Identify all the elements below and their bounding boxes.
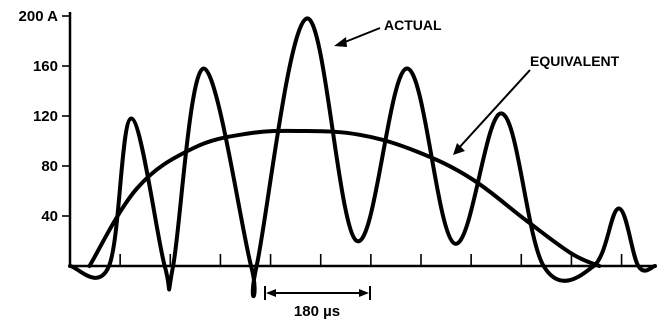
annotation-equivalent-label: EQUIVALENT	[530, 53, 620, 69]
y-tick-label: 200 A	[19, 8, 59, 25]
scale-bar-left-arrowhead	[266, 289, 276, 297]
y-tick-label: 40	[41, 208, 58, 225]
series-equivalent-line	[87, 128, 602, 268]
scale-bar: 180 µs	[264, 286, 371, 320]
annotation-equivalent-arrow	[456, 69, 531, 151]
scale-bar-right-arrowhead	[359, 289, 369, 297]
annotation-equivalent-arrowhead	[453, 143, 465, 155]
annotation-equivalent: EQUIVALENT	[453, 53, 620, 155]
axes	[68, 12, 655, 268]
series-actual-line	[68, 16, 657, 299]
x-ticks	[119, 254, 623, 266]
scale-bar-label: 180 µs	[294, 303, 340, 320]
y-tick-label: 80	[41, 158, 58, 175]
series-layer	[68, 16, 657, 299]
y-tick-label: 160	[33, 58, 58, 75]
y-ticks: 40 80 120 160 200 A	[19, 8, 70, 225]
annotation-actual: ACTUAL	[334, 17, 442, 47]
y-tick-label: 120	[33, 108, 58, 125]
annotation-actual-arrow	[339, 27, 381, 45]
annotation-actual-arrowhead	[334, 37, 347, 47]
annotation-actual-label: ACTUAL	[384, 17, 442, 33]
